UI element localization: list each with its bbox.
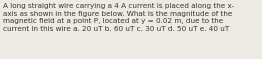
Text: A long straight wire carrying a 4 A current is placed along the x-
axis as shown: A long straight wire carrying a 4 A curr… [3,3,234,32]
